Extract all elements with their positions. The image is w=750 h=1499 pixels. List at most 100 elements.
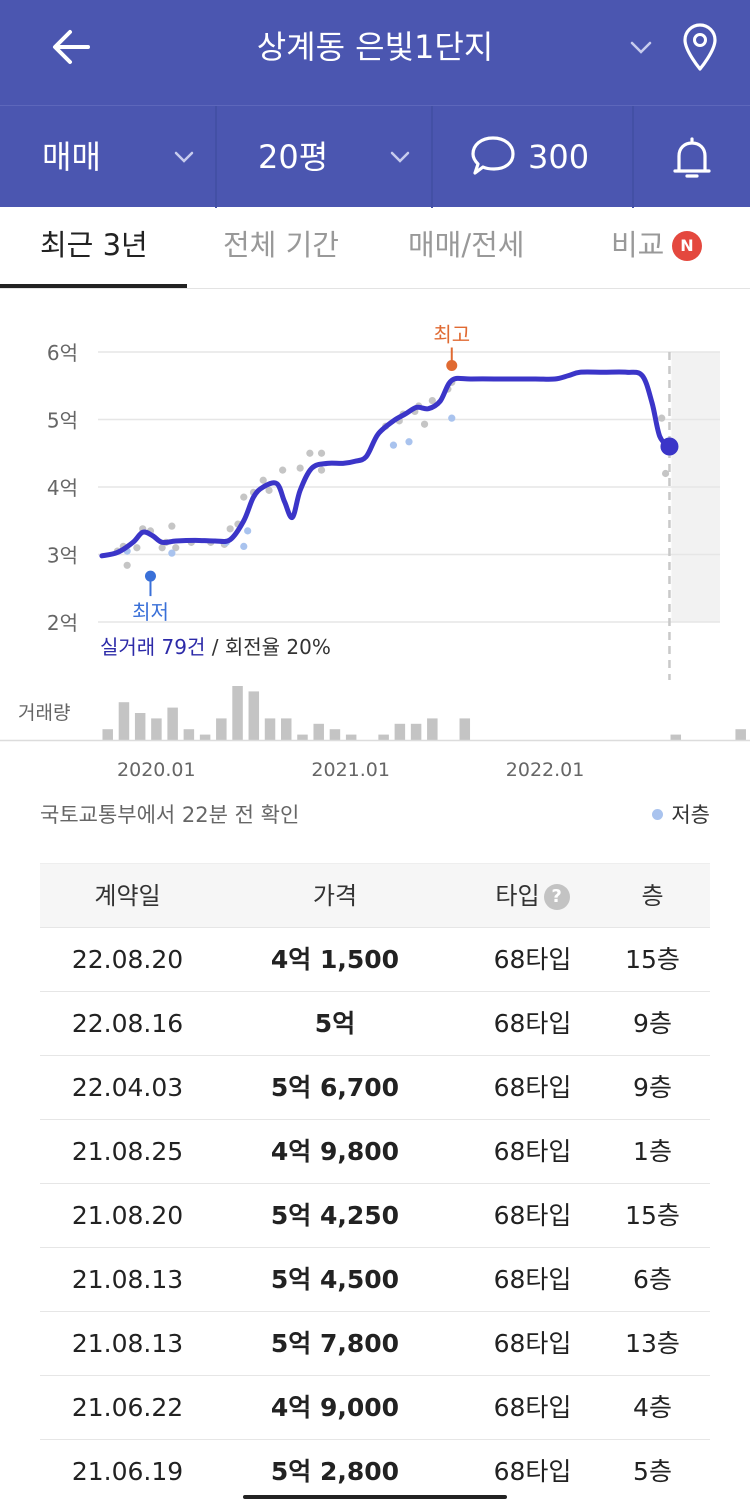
volume-bar (281, 718, 292, 740)
row-date: 22.08.20 (71, 945, 184, 974)
tab-compare[interactable]: 비교 (611, 228, 665, 262)
table-row[interactable]: 21.06.22 4억 9,000 68타입 4층 (40, 1375, 710, 1439)
bell-icon[interactable] (670, 134, 714, 182)
volume-bar (232, 686, 243, 740)
tab-all-period[interactable]: 전체 기간 (223, 228, 339, 262)
comment-count[interactable]: 300 (528, 138, 590, 176)
header-floor: 층 (641, 882, 664, 910)
row-date: 22.08.16 (71, 1009, 184, 1038)
row-date: 21.06.19 (71, 1457, 184, 1486)
filter-bar: 매매 20평 300 (0, 105, 750, 208)
source-text: 국토교통부에서 22분 전 확인 (40, 803, 300, 827)
y-tick-label: 5억 (47, 409, 78, 433)
back-arrow-icon[interactable] (48, 24, 98, 70)
table-row[interactable]: 21.08.25 4억 9,800 68타입 1층 (40, 1119, 710, 1183)
row-price: 5억 (314, 1009, 356, 1038)
volume-bar (183, 729, 195, 740)
trade-dot (306, 449, 314, 457)
size-select[interactable]: 20평 (258, 138, 329, 176)
header-date: 계약일 (94, 882, 161, 910)
table-row[interactable]: 22.04.03 5억 6,700 68타입 9층 (40, 1055, 710, 1119)
current-price-marker[interactable] (660, 437, 679, 456)
table-row[interactable]: 21.08.13 5억 4,500 68타입 6층 (40, 1247, 710, 1311)
legend-low-label: 저층 (671, 803, 710, 827)
trade-dot-low-floor (244, 527, 252, 535)
volume-bar (134, 713, 146, 740)
row-floor: 15층 (625, 945, 680, 974)
row-type: 68타입 (493, 1137, 572, 1166)
tab-recent-3y[interactable]: 최근 3년 (40, 228, 148, 262)
x-tick-label: 2021.01 (311, 759, 390, 781)
chevron-down-icon[interactable] (628, 34, 654, 60)
row-floor: 1층 (633, 1137, 672, 1166)
trade-dot (658, 414, 666, 422)
low-floor-dot-icon (652, 809, 664, 820)
tab-sale-jeonse[interactable]: 매매/전세 (408, 228, 525, 262)
trade-dot-low-floor (240, 542, 248, 550)
y-tick-label: 6억 (47, 341, 78, 365)
row-date: 21.08.20 (71, 1201, 184, 1230)
row-type: 68타입 (493, 1329, 572, 1358)
row-floor: 9층 (633, 1073, 672, 1102)
table-row[interactable]: 21.08.20 5억 4,250 68타입 15층 (40, 1183, 710, 1247)
trade-dot (226, 525, 234, 533)
header-type-label: 타입 (495, 882, 540, 910)
deal-type-select[interactable]: 매매 (42, 138, 101, 176)
trade-dot (172, 544, 180, 552)
trade-dot (317, 449, 326, 457)
volume-bar (670, 734, 682, 740)
table-row[interactable]: 22.08.16 5억 68타입 9층 (40, 991, 710, 1055)
top-bar: 상계동 은빛1단지 (0, 0, 750, 105)
volume-bar (297, 734, 308, 740)
row-price: 5억 6,700 (270, 1073, 400, 1102)
high-marker (446, 360, 458, 371)
table-row[interactable]: 22.08.20 4억 1,500 68타입 15층 (40, 927, 710, 991)
trade-dot (168, 522, 176, 530)
volume-bar (345, 734, 357, 740)
turnover-rate: / 회전율 20% (205, 635, 330, 659)
chevron-down-icon[interactable] (172, 146, 196, 168)
trade-dot (240, 493, 248, 501)
active-tab-indicator (0, 284, 187, 288)
divider (215, 106, 217, 208)
transactions-table: 계약일 가격 타입? 층 22.08.20 4억 1,500 68타입 15층 22.0… (40, 863, 710, 1499)
row-date: 21.08.13 (71, 1329, 184, 1358)
row-floor: 15층 (625, 1201, 680, 1230)
row-date: 21.06.22 (71, 1393, 184, 1422)
header-price: 가격 (312, 882, 358, 910)
trade-dot (259, 476, 267, 484)
trade-dot (420, 420, 429, 428)
volume-bar (735, 729, 746, 740)
legend-low-floor: 저층 (652, 800, 710, 830)
table-header: 계약일 가격 타입? 층 (40, 863, 710, 927)
row-floor: 4층 (633, 1393, 672, 1422)
row-floor: 6층 (633, 1265, 672, 1294)
volume-bar (151, 718, 162, 740)
volume-bar (248, 691, 260, 740)
complex-title[interactable]: 상계동 은빛1단지 (256, 28, 494, 66)
y-tick-label: 3억 (47, 544, 78, 568)
table-row[interactable]: 21.08.13 5억 7,800 68타입 13층 (40, 1311, 710, 1375)
row-type: 68타입 (493, 1009, 572, 1038)
row-type: 68타입 (493, 1393, 572, 1422)
trade-dot-low-floor (389, 441, 398, 449)
trade-dot (661, 469, 670, 478)
row-date: 21.08.13 (71, 1265, 184, 1294)
location-pin-icon[interactable] (680, 22, 720, 72)
row-date: 21.08.25 (71, 1137, 184, 1166)
new-badge: N (672, 231, 702, 261)
table-row[interactable]: 21.06.19 5억 2,800 68타입 5층 (40, 1439, 710, 1499)
volume-bar (264, 718, 276, 740)
row-floor: 5층 (633, 1457, 672, 1486)
deal-count: 실거래 79건 (100, 635, 205, 659)
help-icon[interactable]: ? (543, 884, 570, 910)
row-type: 68타입 (493, 1073, 572, 1102)
row-price: 4억 9,800 (270, 1137, 400, 1166)
home-indicator (243, 1495, 507, 1499)
low-label: 최저 (132, 600, 169, 624)
header-type: 타입? (455, 864, 610, 928)
comment-bubble-icon[interactable] (470, 134, 516, 178)
period-tabs: 최근 3년 전체 기간 매매/전세 비교 (0, 207, 750, 289)
chevron-down-icon[interactable] (388, 146, 412, 168)
